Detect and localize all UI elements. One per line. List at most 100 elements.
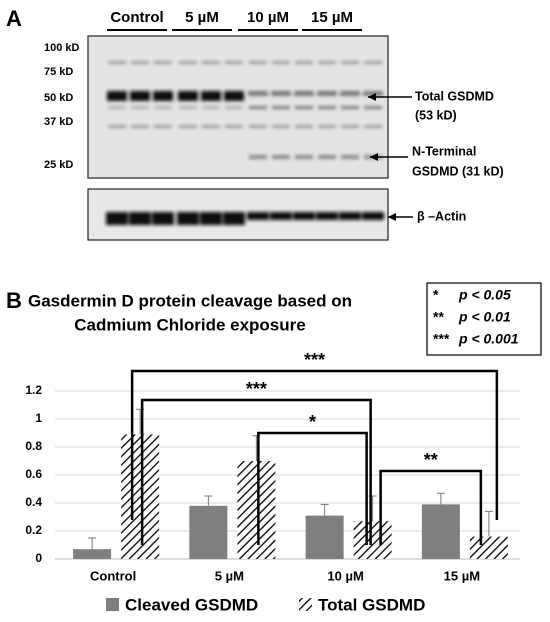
legend-label: Cleaved GSDMD	[125, 595, 258, 614]
x-tick-label: 5 µM	[215, 568, 244, 583]
band	[154, 61, 172, 64]
bar	[189, 505, 228, 559]
y-tick-label: 0.6	[25, 467, 42, 481]
band	[272, 155, 290, 159]
band	[154, 106, 172, 109]
band	[129, 212, 151, 225]
band	[362, 212, 384, 220]
bar	[469, 536, 508, 559]
band	[295, 125, 313, 128]
band	[341, 106, 359, 109]
group-label: Control	[110, 9, 163, 26]
band	[249, 155, 267, 159]
legend-swatch	[106, 598, 119, 611]
band	[248, 91, 268, 96]
band	[153, 91, 173, 101]
band	[152, 212, 174, 225]
significance-key-text: p < 0.001	[458, 331, 519, 347]
panel-label: B	[6, 288, 22, 313]
error-bar	[88, 537, 97, 550]
significance-label: ***	[246, 379, 267, 399]
band	[200, 212, 222, 225]
band	[318, 125, 336, 128]
band	[272, 106, 290, 109]
band	[179, 61, 197, 64]
band	[341, 125, 359, 128]
chart-title: Gasdermin D protein cleavage based on	[28, 291, 352, 310]
panel-label: A	[6, 6, 22, 31]
band	[363, 91, 383, 96]
band	[131, 106, 149, 109]
marker-label: 25 kD	[44, 159, 73, 171]
band	[108, 125, 126, 128]
band	[317, 91, 337, 96]
band	[272, 125, 290, 128]
band	[364, 125, 382, 128]
y-tick-label: 1	[35, 411, 42, 425]
marker-label: 100 kD	[44, 42, 80, 54]
band	[201, 91, 221, 101]
arrow-head	[370, 153, 378, 161]
error-bar	[484, 510, 493, 537]
marker-label: 37 kD	[44, 116, 73, 128]
y-tick-label: 0.2	[25, 523, 42, 537]
marker-label: 50 kD	[44, 92, 73, 104]
band	[202, 61, 220, 64]
x-tick-label: 10 µM	[327, 568, 363, 583]
significance-bracket	[130, 369, 499, 520]
band	[295, 106, 313, 109]
band	[131, 125, 149, 128]
band	[364, 106, 382, 109]
band	[108, 61, 126, 64]
group-label: 15 µM	[311, 9, 353, 26]
arrow-head	[368, 93, 376, 101]
x-tick-label: 15 µM	[444, 568, 480, 583]
band	[295, 155, 313, 159]
significance-label: ***	[304, 350, 325, 370]
band	[177, 212, 199, 225]
band	[106, 212, 128, 225]
chart-title: Cadmium Chloride exposure	[74, 315, 305, 334]
significance-label: **	[424, 450, 438, 470]
bar	[121, 434, 160, 559]
band	[247, 212, 269, 220]
band	[154, 125, 172, 128]
band	[249, 106, 267, 109]
legend-label: Total GSDMD	[318, 595, 425, 614]
band	[271, 91, 291, 96]
band	[178, 91, 198, 101]
band	[318, 155, 336, 159]
band	[225, 125, 243, 128]
significance-key-text: p < 0.01	[458, 309, 511, 325]
error-bar	[204, 495, 213, 506]
y-tick-label: 0.8	[25, 439, 42, 453]
significance-key-text: ***	[433, 331, 450, 347]
legend-swatch	[299, 598, 312, 611]
arrow-head	[388, 213, 396, 221]
band	[270, 212, 292, 220]
bands	[106, 61, 384, 225]
error-bar	[436, 492, 445, 505]
band-label: GSDMD (31 kD)	[412, 164, 504, 178]
band	[293, 212, 315, 220]
significance-bracket	[379, 469, 483, 545]
band	[341, 155, 359, 159]
band	[318, 61, 336, 64]
group-label: 5 µM	[185, 9, 219, 26]
band	[249, 61, 267, 64]
error-bar	[320, 503, 329, 516]
marker-label: 75 kD	[44, 66, 73, 78]
band	[202, 125, 220, 128]
band	[130, 91, 150, 101]
significance-key-box	[426, 282, 542, 356]
significance-key-text: **	[433, 309, 444, 325]
group-label: 10 µM	[247, 9, 289, 26]
band	[131, 61, 149, 64]
y-tick-label: 0.4	[25, 495, 42, 509]
significance-bracket	[257, 431, 368, 545]
y-tick-label: 0	[35, 551, 42, 565]
bar	[421, 504, 460, 559]
band	[108, 106, 126, 109]
band	[340, 91, 360, 96]
